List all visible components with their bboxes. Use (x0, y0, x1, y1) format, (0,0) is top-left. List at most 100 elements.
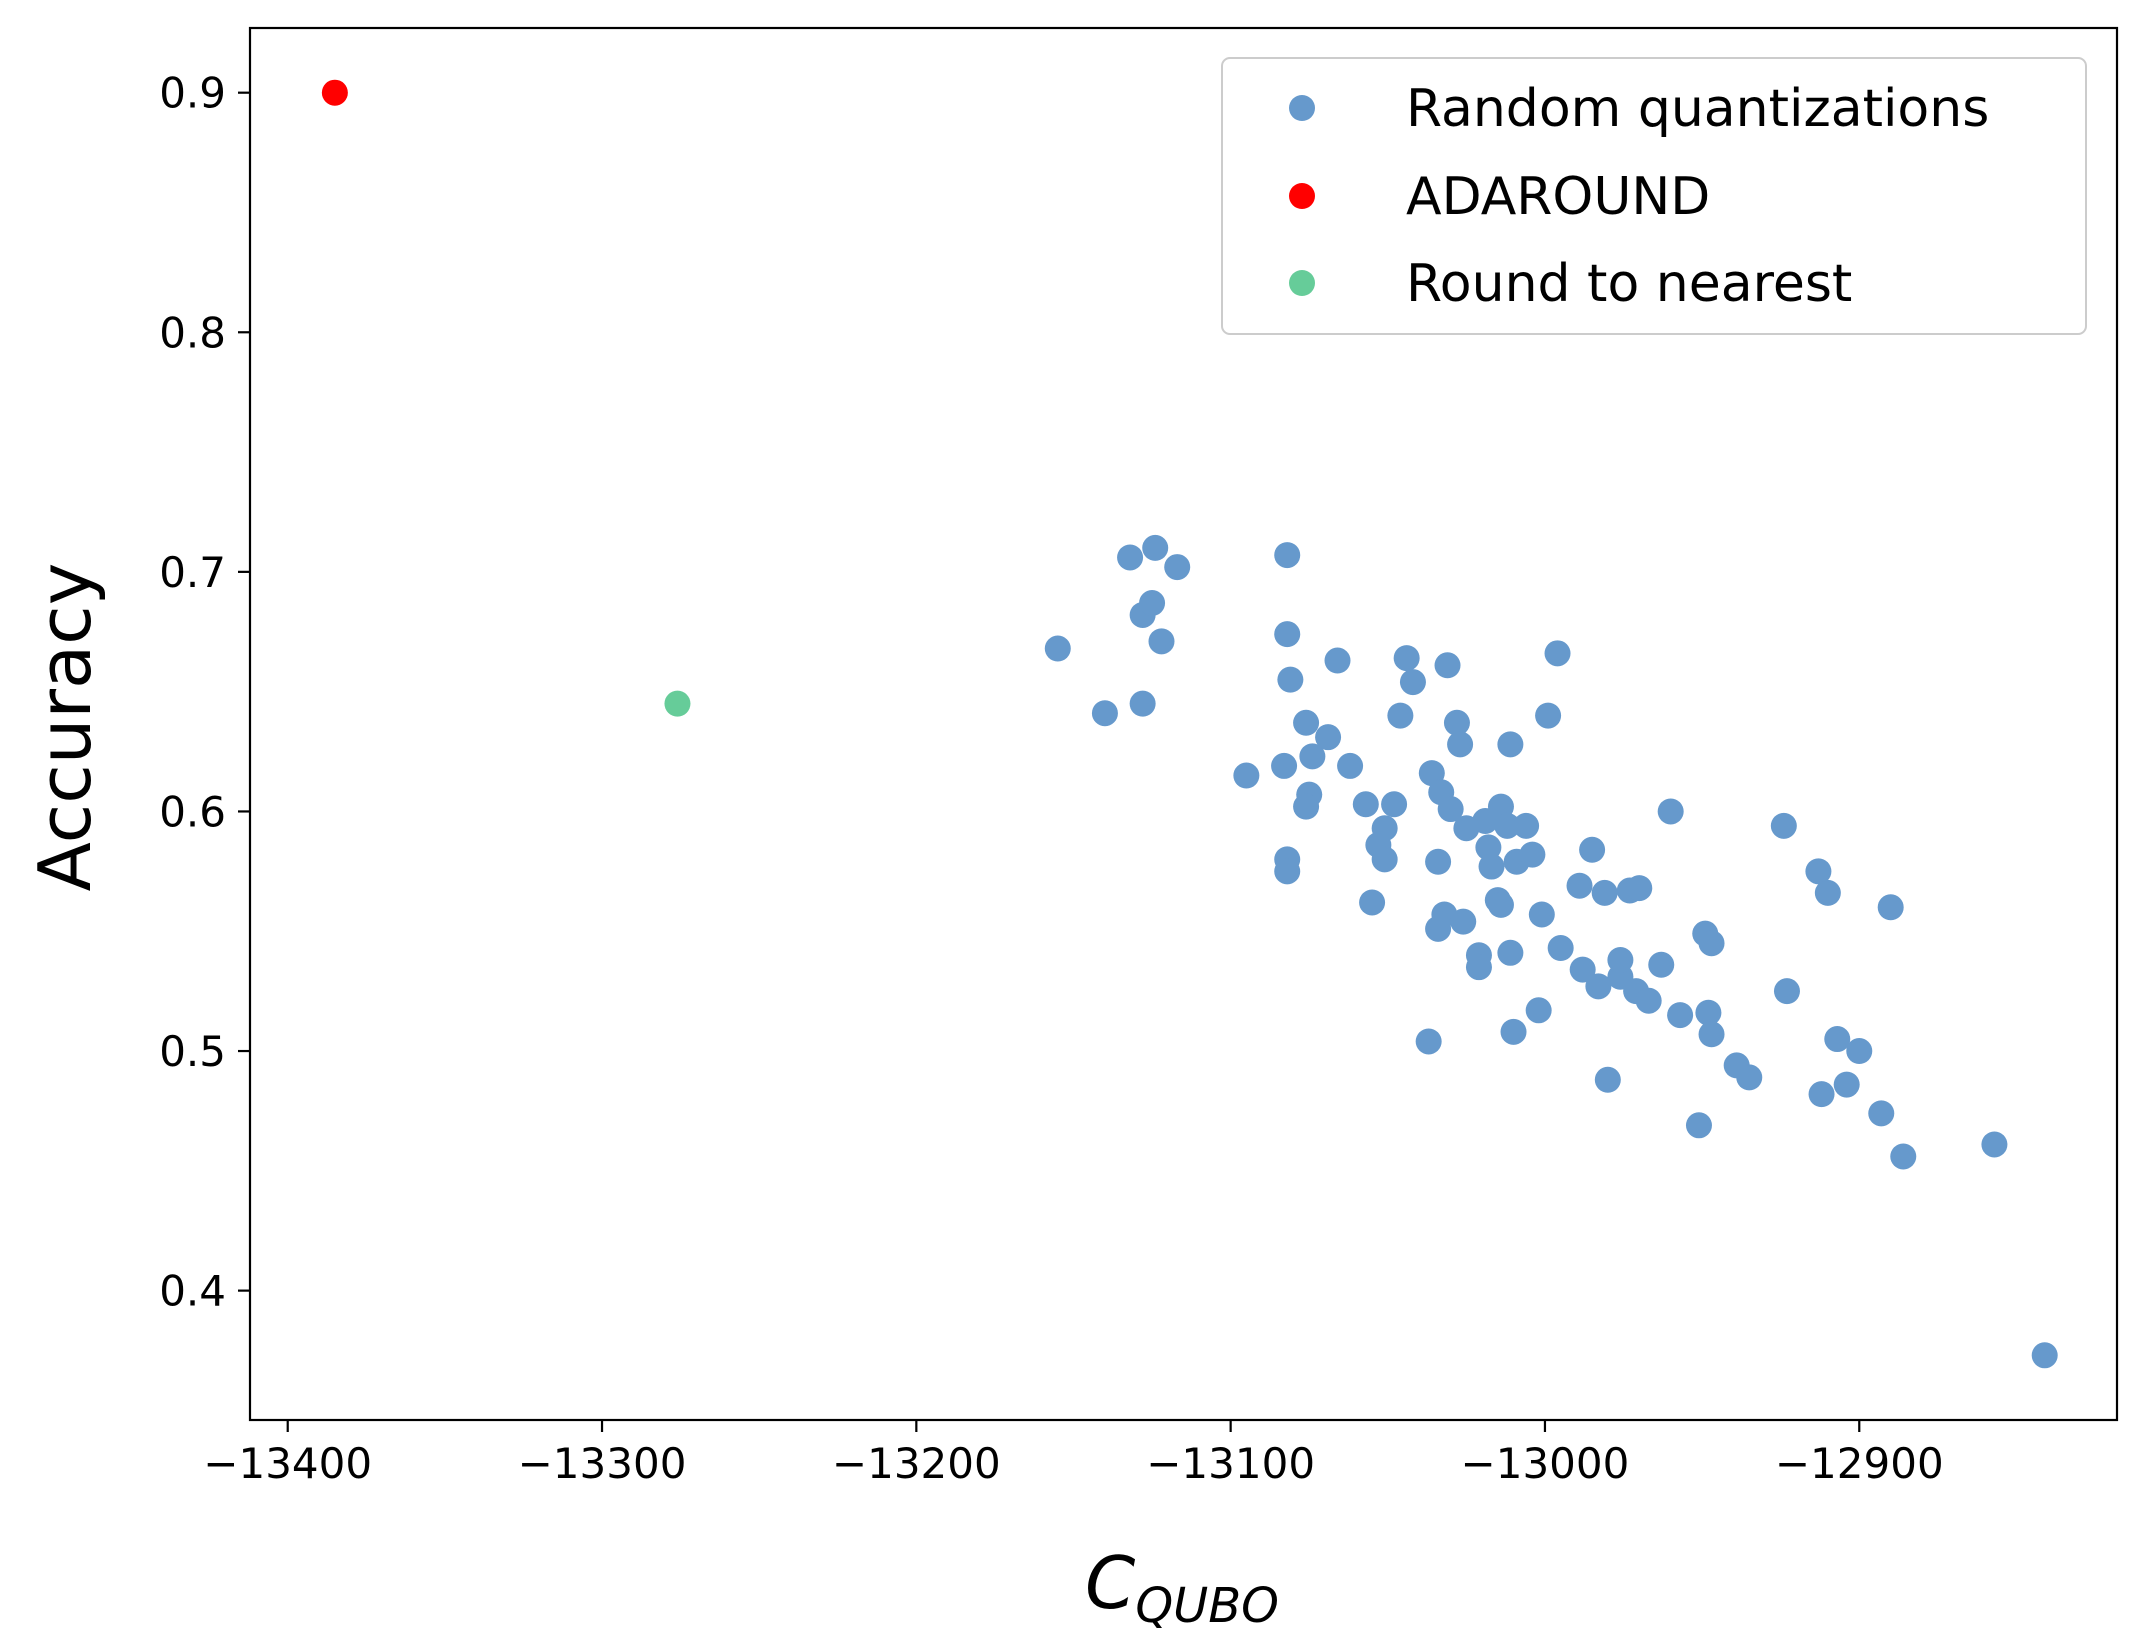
random-quantizations-point (1695, 999, 1722, 1026)
plot-area (321, 79, 2058, 1369)
random-quantizations-point (1497, 731, 1524, 758)
random-quantizations-point (1091, 700, 1118, 727)
random-quantizations-point (1277, 666, 1304, 693)
legend-marker-random-quantizations (1289, 95, 1315, 121)
random-quantizations-point (1293, 709, 1320, 736)
random-quantizations-point (1981, 1131, 2008, 1158)
random-quantizations-point (1274, 858, 1301, 885)
x-tick-label: −13200 (832, 1439, 1001, 1488)
x-tick-label: −12900 (1775, 1439, 1944, 1488)
random-quantizations-point (1315, 724, 1342, 751)
random-quantizations-point (1698, 1021, 1725, 1048)
random-quantizations-point (1591, 879, 1618, 906)
random-quantizations-point (1274, 621, 1301, 648)
y-tick-label: 0.6 (159, 787, 226, 836)
y-axis-label: Accuracy (23, 563, 107, 892)
random-quantizations-point (1117, 544, 1144, 571)
random-quantizations-point (1487, 891, 1514, 918)
random-quantizations-point (1594, 1066, 1621, 1093)
random-quantizations-point (1494, 812, 1521, 839)
random-quantizations-point (1337, 752, 1364, 779)
random-quantizations-point (1399, 669, 1426, 696)
random-quantizations-point (1890, 1143, 1917, 1170)
x-axis-label-subscript: QUBO (1135, 1578, 1279, 1634)
random-quantizations-point (1418, 760, 1445, 787)
random-quantizations-point (1833, 1071, 1860, 1098)
legend-label-round-to-nearest: Round to nearest (1406, 254, 1852, 314)
random-quantizations-point (1425, 848, 1452, 875)
random-quantizations-point (1371, 846, 1398, 873)
random-quantizations-point (1359, 889, 1386, 916)
random-quantizations-point (1698, 930, 1725, 957)
random-quantizations-point (1525, 997, 1552, 1024)
random-quantizations-point (1393, 645, 1420, 672)
x-tick-label: −13300 (518, 1439, 687, 1488)
random-quantizations-point (1566, 872, 1593, 899)
random-quantizations-point (1635, 987, 1662, 1014)
random-quantizations-point (1381, 791, 1408, 818)
random-quantizations-point (1352, 791, 1379, 818)
random-quantizations-point (1685, 1112, 1712, 1139)
random-quantizations-point (1148, 628, 1175, 655)
x-axis-label: CQUBO (1085, 1541, 1279, 1634)
random-quantizations-point (1547, 935, 1574, 962)
random-quantizations-point (1535, 702, 1562, 729)
random-quantizations-point (1569, 956, 1596, 983)
x-axis-label-main: C (1085, 1541, 1136, 1625)
random-quantizations-point (1497, 939, 1524, 966)
random-quantizations-point (1519, 841, 1546, 868)
random-quantizations-point (1648, 951, 1675, 978)
axes: −13400 −13300 −13200 −13100 −13000 −12900 0.4 0… (159, 26, 2119, 1488)
random-quantizations-point (1387, 702, 1414, 729)
y-tick-label: 0.4 (159, 1267, 226, 1316)
random-quantizations-point (1293, 793, 1320, 820)
random-quantizations-point (1443, 709, 1470, 736)
x-tick-label: −13100 (1146, 1439, 1315, 1488)
y-tick-label: 0.5 (159, 1027, 226, 1076)
random-quantizations-point (1044, 635, 1071, 662)
legend-label-adaround: ADAROUND (1406, 167, 1710, 227)
random-quantizations-point (1868, 1100, 1895, 1127)
adaround-point (321, 79, 348, 106)
y-tick-label: 0.9 (159, 69, 226, 118)
random-quantizations-point (1142, 534, 1169, 561)
legend-box (1221, 57, 2087, 335)
legend-marker-round-to-nearest (1289, 270, 1315, 296)
random-quantizations-point (1324, 647, 1351, 674)
random-quantizations-point (1465, 954, 1492, 981)
random-quantizations-point (1415, 1028, 1442, 1055)
random-quantizations-point (1657, 798, 1684, 825)
random-quantizations-point (1164, 554, 1191, 581)
random-quantizations-point (1450, 908, 1477, 935)
random-quantizations-point (1667, 1002, 1694, 1029)
plot-frame (248, 26, 2119, 1422)
y-tick-label: 0.8 (159, 308, 226, 357)
random-quantizations-point (1626, 875, 1653, 902)
random-quantizations-point (1528, 901, 1555, 928)
random-quantizations-point (1447, 731, 1474, 758)
random-quantizations-point (1877, 894, 1904, 921)
random-quantizations-point (1513, 812, 1540, 839)
random-quantizations-point (1773, 978, 1800, 1005)
random-quantizations-point (1271, 752, 1298, 779)
random-quantizations-point (1371, 815, 1398, 842)
random-quantizations-point (1274, 542, 1301, 569)
random-quantizations-point (1500, 1018, 1527, 1045)
random-quantizations-point (1475, 834, 1502, 861)
random-quantizations-point (1808, 1081, 1835, 1108)
x-tick-label: −13000 (1461, 1439, 1630, 1488)
random-quantizations-point (1434, 652, 1461, 679)
x-tick-label: −13400 (203, 1439, 372, 1488)
random-quantizations-point (1139, 590, 1166, 617)
legend-marker-adaround (1289, 183, 1315, 209)
random-quantizations-point (1814, 879, 1841, 906)
random-quantizations-point (1770, 812, 1797, 839)
random-quantizations-point (1607, 946, 1634, 973)
random-quantizations-point (1478, 853, 1505, 880)
round-to-nearest-point (664, 690, 691, 717)
random-quantizations-point (1579, 836, 1606, 863)
random-quantizations-point (1736, 1064, 1763, 1091)
random-quantizations-point (1129, 690, 1156, 717)
y-tick-label: 0.7 (159, 548, 226, 597)
